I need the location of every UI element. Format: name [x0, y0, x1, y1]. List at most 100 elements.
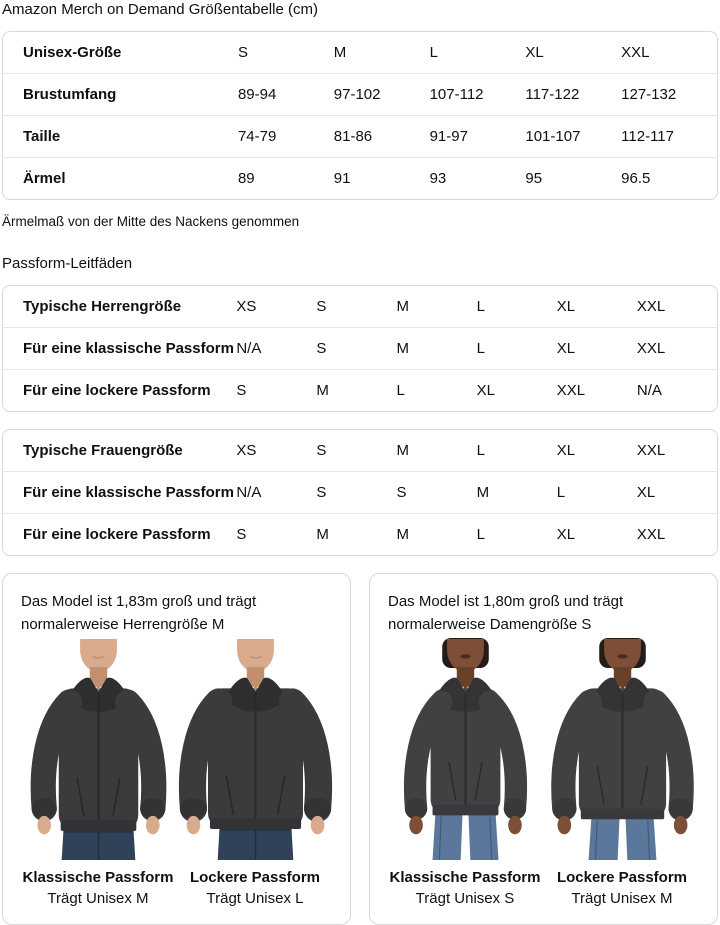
size-cell: 96.5: [621, 157, 717, 199]
size-cell: L: [556, 471, 637, 513]
table-row: Typische Herrengröße XS S M L XL XXL: [3, 286, 717, 327]
size-cell: 101-107: [525, 115, 622, 157]
table-row: Typische Frauengröße XS S M L XL XXL: [3, 430, 717, 471]
size-cell: S: [316, 327, 397, 369]
model-figure: Klassische Passform Trägt Unisex S: [387, 638, 544, 910]
row-label: Unisex-Größe: [23, 44, 122, 61]
size-cell: L: [396, 369, 477, 411]
model-description: Das Model ist 1,83m groß und trägt norma…: [21, 593, 257, 633]
size-cell: M: [396, 298, 410, 315]
model-figure: Lockere Passform Trägt Unisex L: [177, 638, 334, 910]
model-photos: Klassische Passform Trägt Unisex S Locke…: [386, 638, 701, 910]
size-worn-label: Trägt Unisex M: [47, 890, 149, 907]
size-worn-label: Trägt Unisex S: [415, 890, 515, 907]
size-cell: XL: [556, 513, 637, 555]
size-cell: XXL: [636, 298, 666, 315]
size-cell: N/A: [636, 369, 717, 411]
row-label: Für eine lockere Passform: [3, 369, 237, 411]
size-cell: XL: [525, 44, 544, 61]
table-row: Für eine klassische Passform N/A S M L XL XXL: [3, 327, 717, 369]
size-cell: XS: [236, 298, 257, 315]
size-cell: 97-102: [333, 73, 430, 115]
size-cell: 91: [333, 157, 430, 199]
size-cell: XXL: [621, 44, 650, 61]
size-cell: M: [316, 513, 397, 555]
measurement-note: Ärmelmaß von der Mitte des Nackens genom…: [2, 214, 300, 229]
size-cell: L: [476, 327, 557, 369]
mens-fit-table: Typische Herrengröße XS S M L XL XXL Für eine k…: [2, 285, 718, 412]
womens-fit-table: Typische Frauengröße XS S M L XL XXL Für eine k…: [2, 429, 718, 556]
size-cell: 81-86: [333, 115, 430, 157]
page-title: Amazon Merch on Demand Größentabelle (cm…: [2, 1, 318, 18]
size-cell: M: [316, 369, 397, 411]
fit-label: Klassische Passform: [22, 869, 174, 886]
size-cell: 89-94: [237, 73, 334, 115]
size-cell: 127-132: [621, 73, 717, 115]
size-cell: 117-122: [525, 73, 622, 115]
table-row: Taille 74-79 81-86 91-97 101-107 112-117: [3, 115, 717, 157]
model-card-men: Das Model ist 1,83m groß und trägt norma…: [2, 573, 351, 925]
model-photos: Klassische Passform Trägt Unisex M Locke…: [19, 638, 334, 910]
size-cell: S: [316, 442, 327, 459]
row-label: Typische Herrengröße: [23, 298, 182, 315]
model-figure: Lockere Passform Trägt Unisex M: [544, 638, 701, 910]
size-cell: S: [316, 298, 327, 315]
size-cell: XXL: [636, 327, 717, 369]
row-label: Typische Frauengröße: [23, 442, 183, 459]
size-worn-label: Trägt Unisex L: [206, 890, 304, 907]
row-label: Brustumfang: [3, 73, 238, 115]
size-cell: L: [476, 298, 485, 315]
model-photo-female-classic-fit: [387, 638, 544, 860]
model-photo-male-loose-fit: [177, 638, 334, 860]
size-cell: 112-117: [621, 115, 717, 157]
row-label: Taille: [3, 115, 238, 157]
size-cell: XL: [476, 369, 557, 411]
size-cell: L: [476, 442, 485, 459]
size-cell: XXL: [636, 442, 666, 459]
size-cell: S: [236, 369, 317, 411]
table-row: Für eine klassische Passform N/A S S M L XL: [3, 471, 717, 513]
size-table-section: Unisex-Größe S M L XL XXL Brustumfang 89-94 97-1…: [2, 31, 718, 230]
size-cell: 107-112: [429, 73, 526, 115]
size-cell: L: [476, 513, 557, 555]
size-cell: 91-97: [429, 115, 526, 157]
fit-label: Lockere Passform: [189, 869, 321, 886]
size-cell: 89: [237, 157, 334, 199]
row-label: Für eine klassische Passform: [3, 471, 237, 513]
size-cell: XL: [556, 442, 576, 459]
size-worn-label: Trägt Unisex M: [571, 890, 673, 907]
size-cell: XS: [236, 442, 257, 459]
fit-label: Lockere Passform: [556, 869, 688, 886]
size-cell: XXL: [636, 513, 717, 555]
size-cell: S: [237, 44, 248, 61]
size-cell: 93: [429, 157, 526, 199]
size-cell: M: [396, 513, 477, 555]
size-cell: XXL: [556, 369, 637, 411]
fit-guides-heading: Passform-Leitfäden: [2, 255, 133, 272]
model-description: Das Model ist 1,80m groß und trägt norma…: [388, 593, 624, 633]
size-cell: XL: [636, 471, 717, 513]
table-row: Für eine lockere Passform S M M L XL XXL: [3, 513, 717, 555]
fit-label: Klassische Passform: [389, 869, 541, 886]
size-cell: S: [396, 471, 477, 513]
size-cell: N/A: [236, 327, 317, 369]
size-cell: M: [396, 327, 477, 369]
model-photo-male-classic-fit: [20, 638, 177, 860]
size-cell: XL: [556, 298, 576, 315]
table-row: Brustumfang 89-94 97-102 107-112 117-122 127-…: [3, 73, 717, 115]
size-cell: XL: [556, 327, 637, 369]
table-row: Für eine lockere Passform S M L XL XXL N/A: [3, 369, 717, 411]
size-cell: 95: [525, 157, 622, 199]
model-cards: Das Model ist 1,83m groß und trägt norma…: [2, 573, 718, 925]
size-cell: S: [316, 471, 397, 513]
size-cell: M: [476, 471, 557, 513]
model-figure: Klassische Passform Trägt Unisex M: [20, 638, 177, 910]
size-cell: 74-79: [237, 115, 334, 157]
size-table: Unisex-Größe S M L XL XXL Brustumfang 89-94 97-1…: [2, 31, 718, 200]
size-cell: N/A: [236, 471, 317, 513]
size-cell: S: [236, 513, 317, 555]
model-photo-female-loose-fit: [544, 638, 701, 860]
row-label: Ärmel: [3, 157, 238, 199]
row-label: Für eine lockere Passform: [3, 513, 237, 555]
size-cell: M: [396, 442, 410, 459]
